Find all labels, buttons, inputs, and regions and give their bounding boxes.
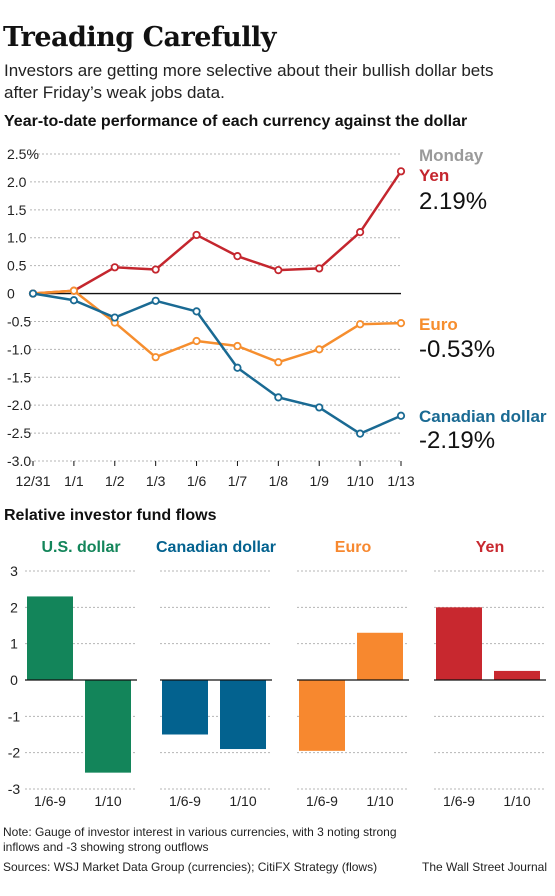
- series-value-yen: 2.19%: [419, 188, 487, 215]
- data-point-yen: [233, 252, 242, 261]
- x-tick-label: 1/7: [228, 473, 248, 489]
- series-label-canadian-dollar: Canadian dollar: [419, 407, 547, 426]
- y-tick-label: -1: [8, 708, 21, 724]
- y-tick-label: 1: [10, 636, 18, 652]
- y-tick-label: 1.0: [7, 230, 27, 246]
- headline: Treading Carefully: [3, 22, 276, 53]
- x-tick-label: 1/10: [229, 793, 256, 809]
- data-point-yen: [192, 230, 201, 240]
- y-tick-label: -3: [8, 781, 21, 797]
- line-chart-title: Year-to-date performance of each currenc…: [4, 113, 468, 130]
- x-tick-label: 1/10: [94, 793, 121, 809]
- data-point-canadian-dollar: [192, 307, 201, 316]
- group-label-yen: Yen: [476, 539, 504, 556]
- data-point-yen: [396, 167, 406, 176]
- series-line-canadian-dollar: [32, 292, 402, 435]
- x-tick-label: 1/10: [503, 793, 530, 809]
- footer-credit: The Wall Street Journal: [422, 860, 547, 874]
- footer-sources: Sources: WSJ Market Data Group (currenci…: [3, 860, 378, 874]
- x-tick-label: 1/6-9: [34, 793, 66, 809]
- x-tick-label: 1/6-9: [443, 793, 475, 809]
- bar-canadian-dollar: [220, 680, 266, 750]
- data-point-canadian-dollar: [28, 289, 38, 298]
- data-point-euro: [356, 320, 365, 329]
- series-value-canadian-dollar: -2.19%: [419, 427, 495, 454]
- y-tick-label: 3: [10, 563, 18, 579]
- data-point-euro: [315, 345, 324, 354]
- data-point-canadian-dollar: [110, 313, 119, 322]
- line-chart: 2.5% 2.0 1.5 1.0 0.5 0 -0.5 -1.0 -1.5 -2.0 -2.5 -3.…: [7, 146, 547, 489]
- y-tick-label: -2.0: [7, 397, 31, 413]
- data-point-euro: [151, 353, 160, 362]
- bar-yen: [494, 670, 540, 680]
- bar-canadian-dollar: [162, 680, 208, 735]
- series-line-euro: [32, 289, 402, 364]
- y-tick-label: -1.0: [7, 341, 31, 357]
- data-point-canadian-dollar: [396, 411, 406, 420]
- bar-u-s-dollar: [85, 680, 131, 773]
- x-tick-label: 1/10: [346, 473, 373, 489]
- x-tick-label: 1/3: [146, 473, 166, 489]
- data-point-canadian-dollar: [274, 393, 283, 402]
- x-tick-label: 1/13: [387, 473, 414, 489]
- data-point-euro: [396, 319, 406, 328]
- x-tick-label: 1/1: [64, 473, 84, 489]
- y-tick-label: -1.5: [7, 369, 31, 385]
- data-point-yen: [315, 264, 324, 273]
- x-tick-label: 1/6-9: [306, 793, 338, 809]
- group-label-euro: Euro: [335, 539, 372, 556]
- y-tick-label: -3.0: [7, 453, 31, 469]
- group-label-u-s-dollar: U.S. dollar: [41, 539, 120, 556]
- y-tick-label: -0.5: [7, 313, 31, 329]
- x-tick-label: 1/6-9: [169, 793, 201, 809]
- data-point-yen: [110, 263, 119, 272]
- y-tick-label: -2.5: [7, 425, 31, 441]
- annotation-header: Monday: [419, 146, 484, 165]
- x-tick-label: 1/6: [187, 473, 207, 489]
- x-tick-label: 1/10: [366, 793, 393, 809]
- series-value-euro: -0.53%: [419, 336, 495, 363]
- x-tick-label: 12/31: [15, 473, 50, 489]
- y-tick-label: 1.5: [7, 202, 27, 218]
- flows-chart: 3 2 1 0 -1 -2 -3 U.S. dollar 1/6-9 1/10 Canadian d…: [8, 539, 546, 809]
- series-label-yen: Yen: [419, 166, 449, 185]
- bar-yen: [436, 607, 482, 680]
- data-point-euro: [192, 336, 201, 346]
- y-tick-label: -2: [8, 745, 21, 761]
- data-point-euro: [69, 286, 78, 295]
- data-point-yen: [151, 265, 160, 274]
- y-tick-label: 0: [10, 672, 18, 688]
- subhead: Investors are getting more selective abo…: [4, 61, 494, 102]
- data-point-yen: [274, 266, 283, 275]
- data-point-canadian-dollar: [356, 429, 365, 438]
- series-label-euro: Euro: [419, 315, 458, 334]
- y-tick-label: 2: [10, 599, 18, 615]
- data-point-canadian-dollar: [69, 296, 78, 305]
- data-point-euro: [274, 358, 283, 367]
- flows-chart-title: Relative investor fund flows: [4, 507, 217, 524]
- x-tick-label: 1/8: [269, 473, 289, 489]
- data-point-yen: [356, 228, 365, 237]
- x-tick-label: 1/2: [105, 473, 125, 489]
- y-tick-label: 0.5: [7, 258, 27, 274]
- y-tick-label: 0: [7, 286, 15, 302]
- y-tick-label: 2.0: [7, 174, 27, 190]
- data-point-canadian-dollar: [151, 296, 160, 305]
- footer-note: Note: Gauge of investor interest in vari…: [3, 825, 397, 854]
- bar-u-s-dollar: [27, 596, 73, 680]
- x-tick-label: 1/9: [309, 473, 329, 489]
- series-line-yen: [32, 170, 403, 295]
- bar-euro: [357, 632, 403, 680]
- data-point-canadian-dollar: [315, 403, 324, 412]
- data-point-euro: [233, 341, 242, 351]
- y-tick-label: 2.5%: [7, 146, 39, 162]
- group-label-canadian-dollar: Canadian dollar: [156, 539, 276, 556]
- data-point-canadian-dollar: [233, 363, 242, 372]
- bar-euro: [299, 680, 345, 751]
